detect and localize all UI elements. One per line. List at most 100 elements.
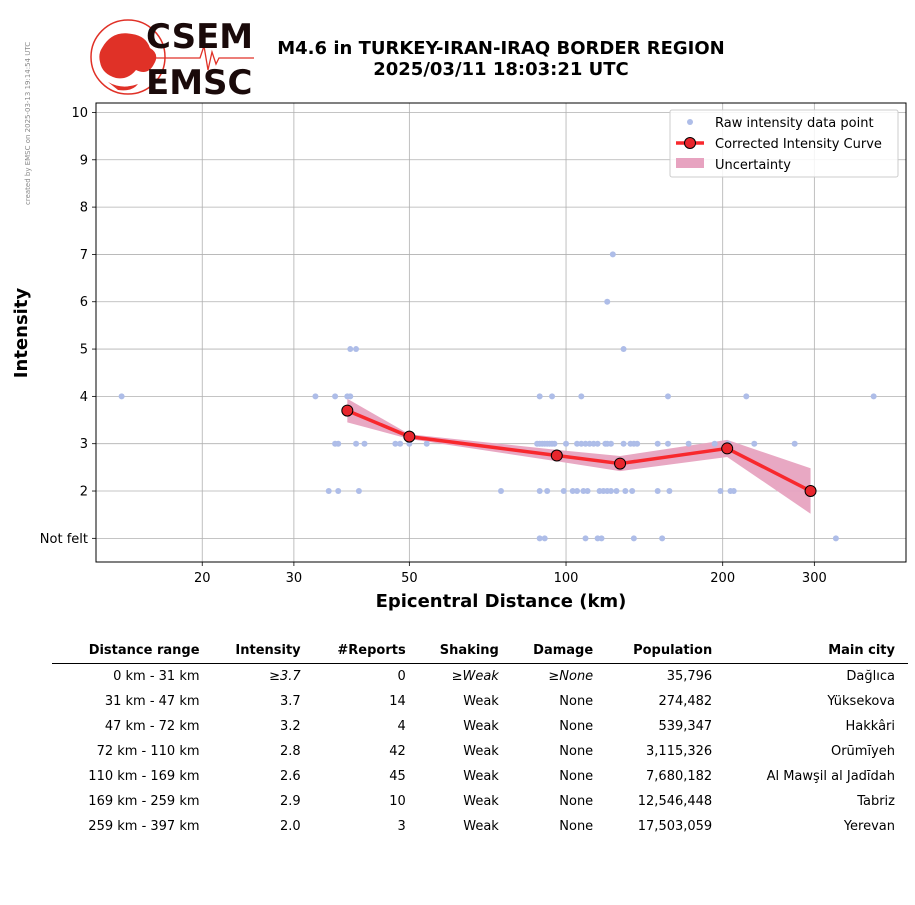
raw-data-point	[620, 346, 627, 353]
raw-data-point	[751, 440, 758, 447]
raw-data-point	[574, 440, 581, 447]
cell-city: Hakkâri	[845, 718, 896, 734]
cell-range: 47 km - 72 km	[104, 718, 200, 734]
raw-data-point	[582, 440, 589, 447]
cell-intensity: 2.0	[279, 818, 301, 834]
corrected-curve-layer	[341, 404, 817, 498]
raw-data-point	[541, 535, 548, 542]
curve-point	[550, 449, 563, 462]
raw-data-point	[536, 393, 543, 400]
cell-damage: None	[559, 768, 594, 784]
intensity-results-table: Distance range Intensity #Reports Shakin…	[52, 640, 908, 839]
raw-data-point	[578, 440, 585, 447]
table-row: 259 km - 397 km 2.0 3 Weak None 17,503,0…	[52, 814, 908, 839]
raw-data-point	[594, 440, 601, 447]
cell-damage: None	[559, 718, 594, 734]
chart-title: M4.6 in TURKEY-IRAN-IRAQ BORDER REGION 2…	[255, 38, 747, 80]
y-tick-label: 9	[80, 153, 88, 168]
curve-point	[341, 404, 354, 417]
y-tick-label: 7	[80, 248, 88, 263]
cell-damage: None	[559, 743, 594, 759]
x-tick-label: 20	[194, 571, 211, 586]
y-axis-label: Intensity	[11, 288, 32, 379]
col-reports: #Reports	[337, 643, 406, 658]
col-intensity: Intensity	[235, 643, 301, 658]
legend-curve-marker	[684, 137, 696, 149]
cell-damage: None	[559, 693, 594, 709]
raw-data-point	[604, 298, 611, 305]
raw-data-point	[544, 488, 551, 495]
cell-city: Yüksekova	[827, 693, 895, 709]
cell-population: 7,680,182	[646, 768, 713, 784]
raw-data-point	[664, 393, 671, 400]
cell-range: 0 km - 31 km	[113, 668, 200, 684]
raw-data-point	[397, 440, 404, 447]
cell-population: 35,796	[666, 668, 713, 684]
y-tick-label: 8	[80, 201, 88, 216]
cell-city: Orūmīyeh	[830, 743, 895, 759]
legend-raw-marker	[687, 119, 693, 125]
raw-data-point	[569, 488, 576, 495]
x-tick-label: 200	[710, 571, 735, 586]
raw-data-point	[361, 440, 368, 447]
raw-data-point	[609, 251, 616, 258]
uncertainty-band-layer	[347, 398, 811, 514]
raw-data-point	[607, 488, 614, 495]
logo-line1: CSEM	[146, 18, 253, 57]
col-population: Population	[633, 643, 713, 658]
globe-land-shape	[99, 33, 157, 91]
raw-data-point	[664, 440, 671, 447]
cell-reports: 10	[389, 793, 406, 809]
cell-reports: 4	[397, 718, 406, 734]
raw-data-point	[634, 440, 641, 447]
raw-data-point	[423, 440, 430, 447]
corrected-curve-line	[346, 408, 812, 493]
raw-data-point	[578, 393, 585, 400]
cell-shaking: Weak	[463, 718, 499, 734]
cell-reports: 0	[397, 668, 406, 684]
x-axis-label: Epicentral Distance (km)	[376, 591, 627, 612]
curve-point	[721, 442, 734, 455]
cell-shaking: ≥Weak	[451, 668, 499, 684]
x-tick-label: 50	[401, 571, 418, 586]
table-row: 110 km - 169 km 2.6 45 Weak None 7,680,1…	[52, 764, 908, 789]
raw-data-point	[743, 393, 750, 400]
raw-data-point	[654, 488, 661, 495]
legend-uncertainty-label: Uncertainty	[715, 158, 791, 173]
y-tick-label: Not felt	[40, 532, 88, 547]
raw-data-point	[312, 393, 319, 400]
raw-data-point	[659, 535, 666, 542]
cell-intensity: 3.2	[279, 718, 301, 734]
raw-data-point	[118, 393, 125, 400]
raw-data-point	[730, 488, 737, 495]
raw-data-point	[622, 488, 629, 495]
col-shaking: Shaking	[439, 643, 499, 658]
col-distance-range: Distance range	[88, 643, 200, 658]
cell-range: 31 km - 47 km	[104, 693, 200, 709]
raw-data-point	[629, 488, 636, 495]
cell-range: 169 km - 259 km	[88, 793, 200, 809]
logo-line2: EMSC	[146, 63, 253, 100]
curve-point	[804, 485, 817, 498]
cell-intensity: ≥3.7	[269, 668, 301, 684]
cell-intensity: 2.8	[279, 743, 301, 759]
x-tick-labels: 20 30 50 100 200 300	[194, 562, 827, 586]
title-event: M4.6 in TURKEY-IRAN-IRAQ BORDER REGION	[277, 38, 725, 59]
cell-population: 274,482	[658, 693, 713, 709]
raw-data-point	[335, 488, 342, 495]
raw-data-point	[607, 440, 614, 447]
x-tick-label: 300	[802, 571, 827, 586]
legend-curve-label: Corrected Intensity Curve	[715, 137, 882, 152]
raw-data-point	[598, 535, 605, 542]
raw-data-point	[560, 488, 567, 495]
raw-data-point	[711, 440, 718, 447]
cell-shaking: Weak	[463, 768, 499, 784]
table-row: 47 km - 72 km 3.2 4 Weak None 539,347 Ha…	[52, 714, 908, 739]
cell-damage: None	[559, 793, 594, 809]
cell-intensity: 2.6	[279, 768, 301, 784]
raw-data-point	[347, 346, 354, 353]
table-row: 169 km - 259 km 2.9 10 Weak None 12,546,…	[52, 789, 908, 814]
raw-points-layer	[118, 251, 877, 542]
raw-data-point	[325, 488, 332, 495]
table-header-row: Distance range Intensity #Reports Shakin…	[52, 640, 908, 664]
